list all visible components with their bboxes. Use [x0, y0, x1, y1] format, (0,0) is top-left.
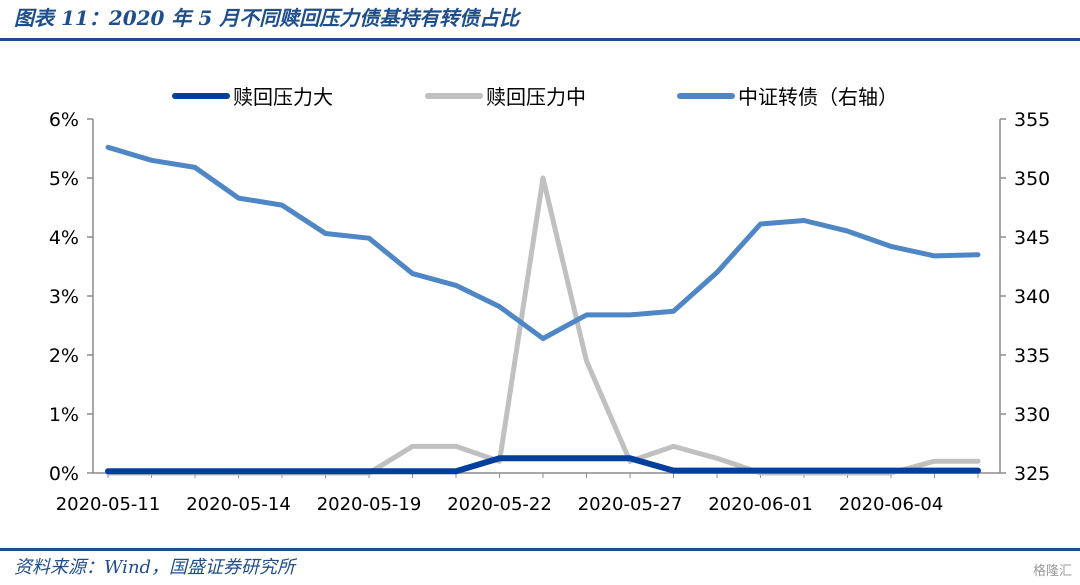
header-rule	[0, 38, 1080, 41]
series-line-2	[105, 144, 981, 341]
tick-labels-group: 0% 1% 2% 3% 4% 5% 6% 325 330 335 340 345 350 355 2020-…	[49, 109, 1050, 515]
footer-rule	[0, 548, 1080, 551]
chart-area: 0% 1% 2% 3% 4% 5% 6% 325 330 335 340 345 350 355 2020-…	[49, 85, 1050, 515]
left-tick-label: 1%	[49, 404, 79, 426]
legend: 赎回压力大 赎回压力中 中证转债（右轴）	[172, 85, 898, 109]
legend-label-2: 中证转债（右轴）	[738, 85, 898, 109]
legend-label-0: 赎回压力大	[233, 85, 333, 109]
right-tick-label: 330	[1014, 404, 1050, 426]
x-tick-label: 2020-05-27	[578, 494, 683, 515]
left-tick-label: 5%	[49, 168, 79, 190]
x-tick-label: 2020-05-22	[447, 494, 552, 515]
x-tick-label: 2020-06-04	[839, 494, 944, 515]
left-tick-label: 6%	[49, 109, 79, 131]
left-tick-label: 2%	[49, 345, 79, 367]
x-tick-label: 2020-05-11	[56, 494, 161, 515]
series-lines-group	[105, 144, 981, 476]
left-tick-label: 0%	[49, 463, 79, 485]
x-tick-label: 2020-05-19	[317, 494, 422, 515]
watermark-logo: 格隆汇	[1032, 564, 1072, 579]
series-line-0	[105, 455, 981, 475]
series-line-1	[105, 175, 981, 476]
right-tick-label: 350	[1014, 168, 1050, 190]
legend-label-1: 赎回压力中	[486, 85, 586, 109]
x-tick-label: 2020-06-01	[708, 494, 813, 515]
right-tick-label: 335	[1014, 345, 1050, 367]
axes-group	[87, 118, 1006, 478]
right-tick-label: 355	[1014, 109, 1050, 131]
right-tick-label: 340	[1014, 286, 1050, 308]
left-tick-label: 3%	[49, 286, 79, 308]
right-tick-label: 345	[1014, 227, 1050, 249]
x-tick-label: 2020-05-14	[186, 494, 291, 515]
source-note: 资料来源：Wind，国盛证券研究所	[14, 557, 296, 578]
left-tick-label: 4%	[49, 227, 79, 249]
chart-title: 图表 11：2020 年 5 月不同赎回压力债基持有转债占比	[14, 6, 520, 30]
right-tick-label: 325	[1014, 463, 1050, 485]
